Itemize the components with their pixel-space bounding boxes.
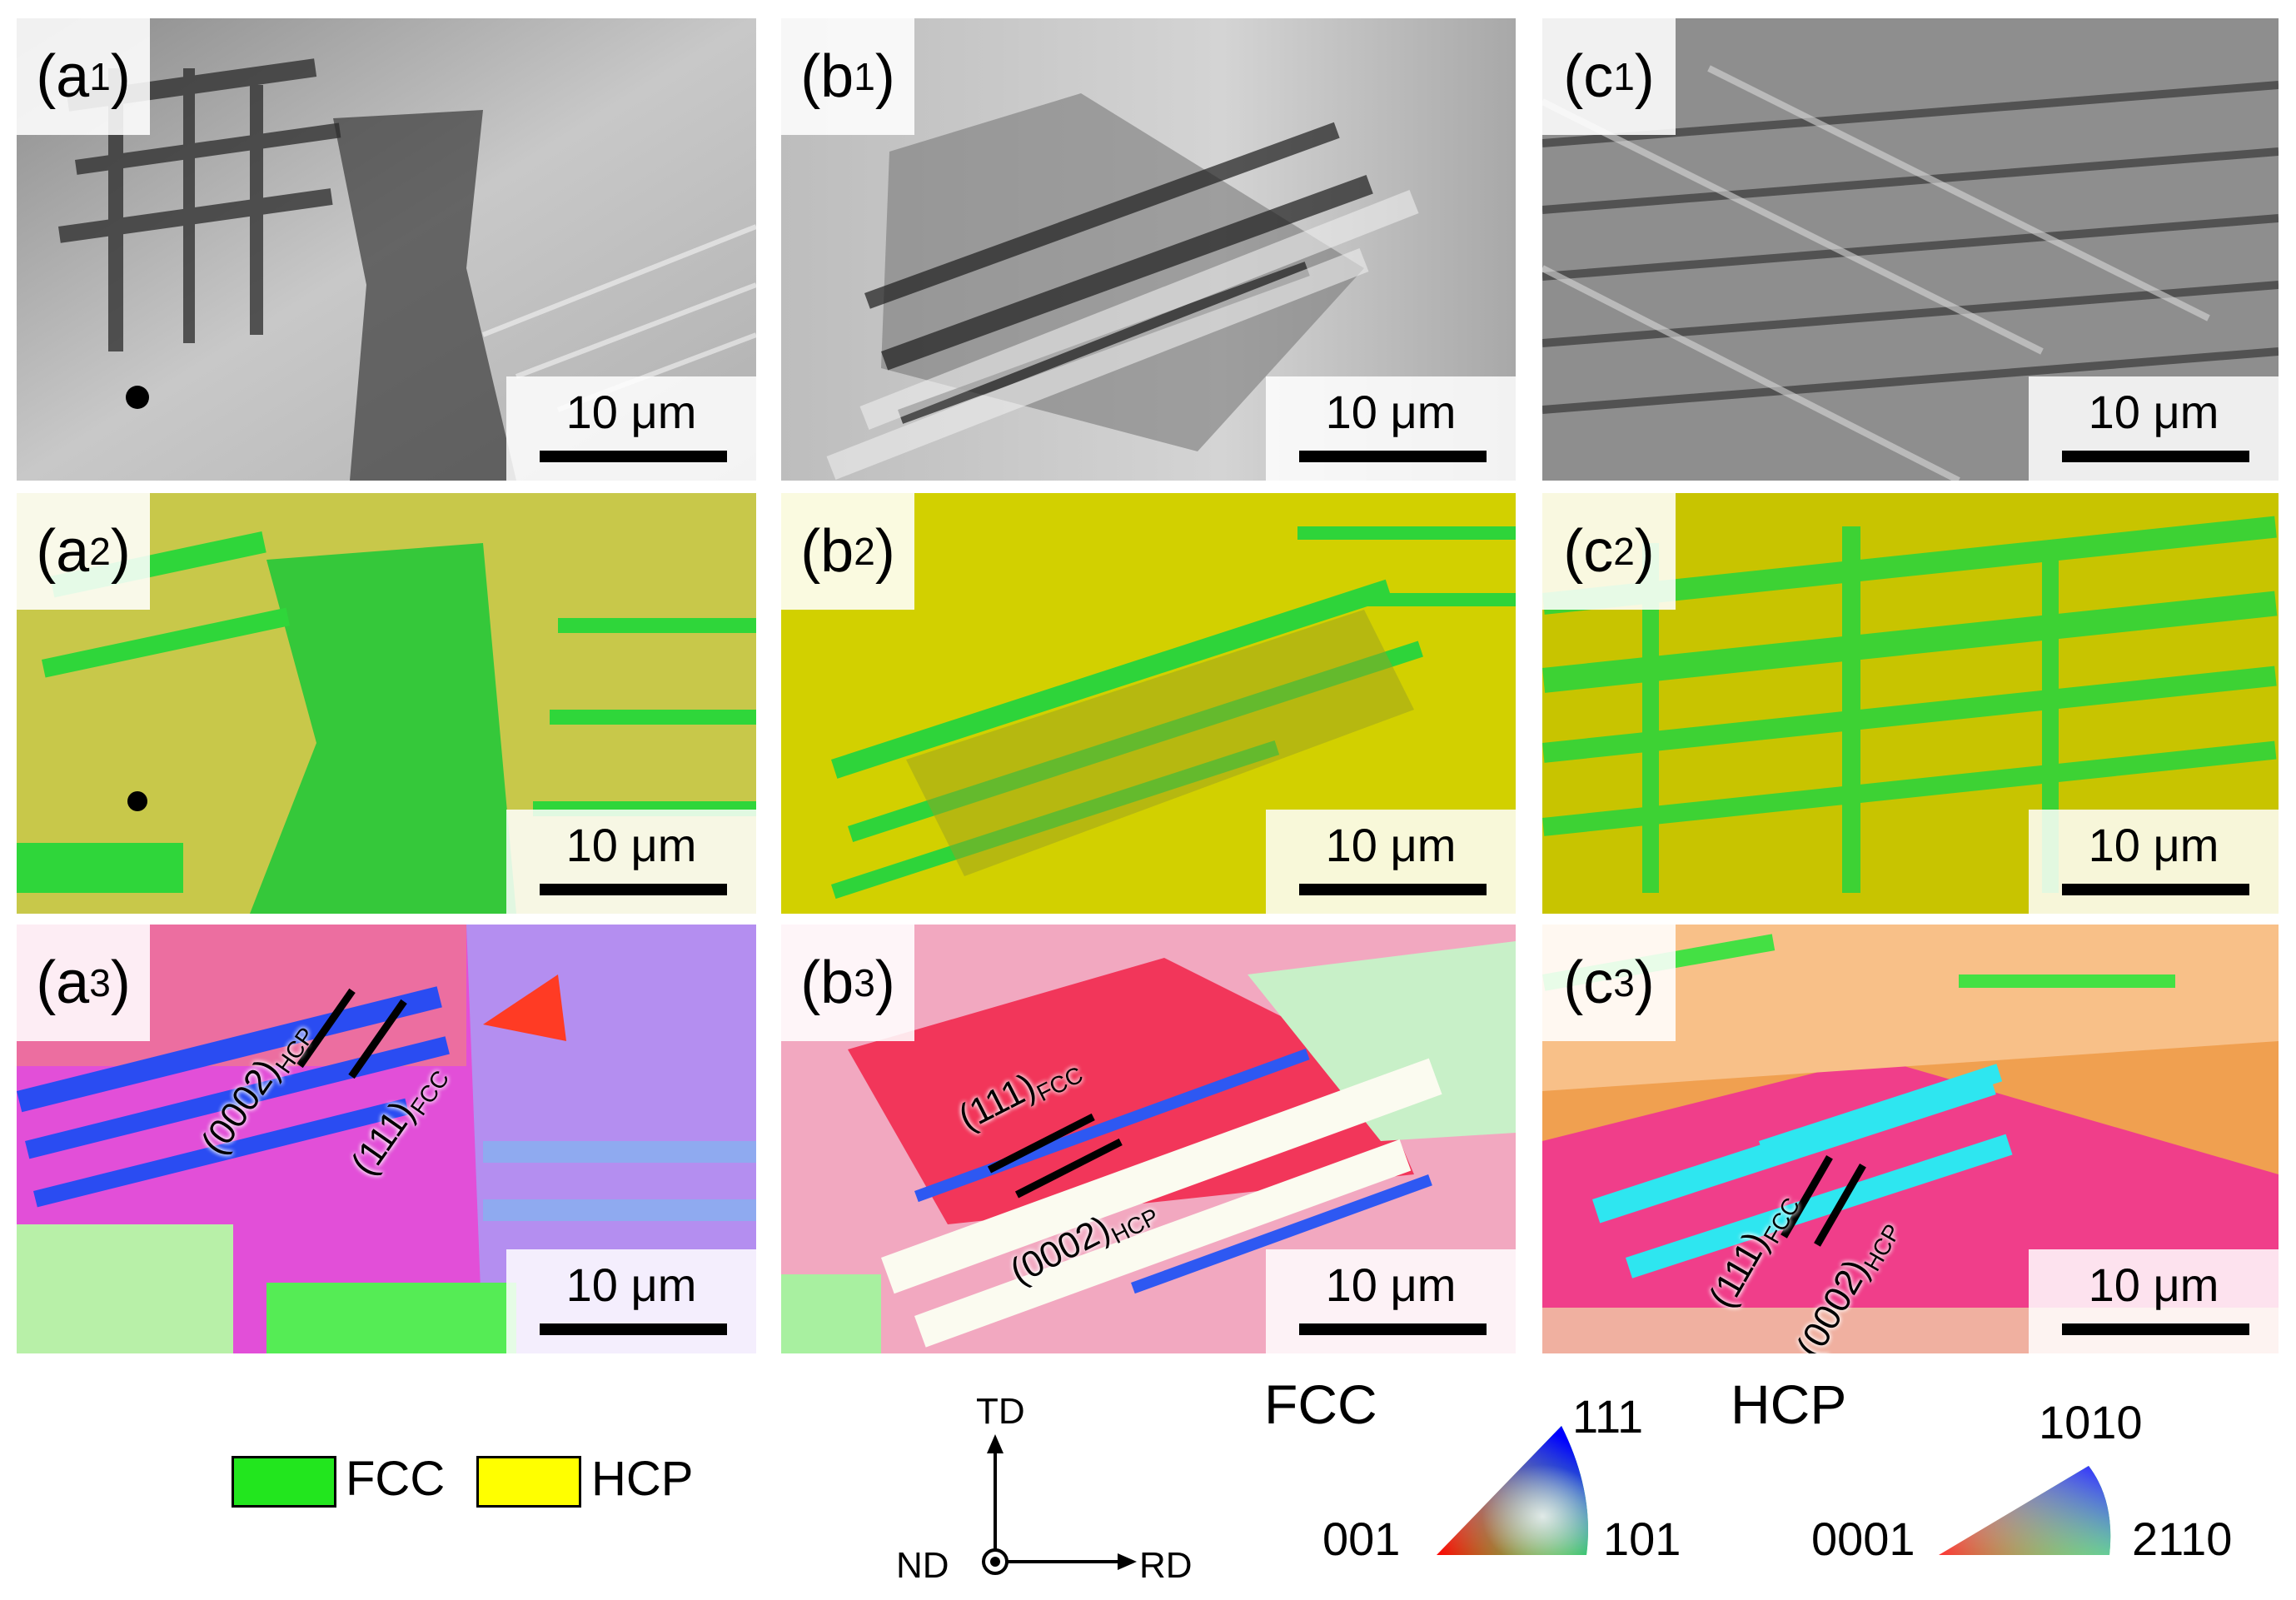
scale-label: 10 μm	[2088, 819, 2219, 871]
hcp-legend-label: HCP	[591, 1452, 694, 1506]
sample-axes	[982, 1434, 1137, 1575]
scale-box: 10 μm	[506, 376, 756, 481]
panel-label: (c 2)	[1542, 493, 1676, 610]
scale-bar	[540, 1323, 727, 1335]
panel-label: (a 3)	[17, 925, 150, 1041]
hcp-ipf-triangle	[1939, 1466, 2111, 1555]
panel-b1: (b 1) 10 μm	[781, 18, 1516, 481]
fcc-legend-label: FCC	[346, 1452, 446, 1506]
panel-c1: (c 1) 10 μm	[1542, 18, 2279, 481]
panel-c2: (c 2) 10 μm	[1542, 493, 2279, 914]
axis-rd-label: RD	[1139, 1545, 1193, 1586]
fcc-ipf-triangle	[1437, 1426, 1588, 1555]
scale-bar	[540, 884, 727, 895]
scale-box: 10 μm	[1266, 1249, 1516, 1353]
panel-b2: (b 2) 10 μm	[781, 493, 1516, 914]
panel-label: (b 1)	[781, 18, 914, 135]
panel-label: (a 2)	[17, 493, 150, 610]
scale-bar	[2062, 451, 2249, 462]
panel-a1: (a 1) 10 μm	[17, 18, 756, 481]
scale-label: 10 μm	[1325, 819, 1457, 871]
scale-box: 10 μm	[1266, 810, 1516, 914]
scale-bar	[1299, 451, 1487, 462]
axis-td-label: TD	[976, 1391, 1025, 1432]
fcc-ipf-top-label: 111	[1572, 1390, 1644, 1443]
panel-label: (c 3)	[1542, 925, 1676, 1041]
panel-b3: (b 3) (111)FCC (0002)HCP 10 μm	[781, 925, 1516, 1353]
scale-label: 10 μm	[2088, 386, 2219, 438]
scale-label: 10 μm	[1325, 386, 1457, 438]
scale-bar	[540, 451, 727, 462]
scale-box: 10 μm	[2029, 1249, 2279, 1353]
scale-bar	[1299, 1323, 1487, 1335]
sem-image	[17, 18, 756, 481]
panel-label: (b 2)	[781, 493, 914, 610]
hcp-ipf-right-label: 2110	[2132, 1513, 2233, 1565]
fcc-ipf-title: FCC	[1264, 1373, 1377, 1435]
fcc-ipf-right-label: 101	[1603, 1513, 1681, 1565]
scale-bar	[2062, 1323, 2249, 1335]
hcp-ipf-top-label: 1010	[2039, 1396, 2143, 1448]
scale-bar	[1299, 884, 1487, 895]
scale-box: 10 μm	[1266, 376, 1516, 481]
axis-nd-label: ND	[896, 1545, 949, 1586]
hcp-ipf-left-label: 0001	[1811, 1513, 1915, 1565]
scale-box: 10 μm	[2029, 376, 2279, 481]
scale-label: 10 μm	[565, 819, 697, 871]
fcc-ipf-left-label: 001	[1322, 1513, 1401, 1565]
panel-a2: (a 2) 10 μm	[17, 493, 756, 914]
panel-label: (c 1)	[1542, 18, 1676, 135]
fcc-legend-swatch	[232, 1456, 336, 1508]
scale-box: 10 μm	[2029, 810, 2279, 914]
scale-label: 10 μm	[565, 1259, 697, 1311]
panel-label: (a 1)	[17, 18, 150, 135]
panel-c3: (c 3) (111)FCC (0002)HCP 10 μm	[1542, 925, 2279, 1353]
scale-label: 10 μm	[2088, 1259, 2219, 1311]
hcp-ipf-title: HCP	[1731, 1373, 1847, 1435]
scale-box: 10 μm	[506, 1249, 756, 1353]
scale-box: 10 μm	[506, 810, 756, 914]
scale-label: 10 μm	[565, 386, 697, 438]
scale-label: 10 μm	[1325, 1259, 1457, 1311]
hcp-legend-swatch	[476, 1456, 581, 1508]
scale-bar	[2062, 884, 2249, 895]
panel-label: (b 3)	[781, 925, 914, 1041]
panel-a3: (a 3) (0002)HCP (111)FCC 10 μm	[17, 925, 756, 1353]
